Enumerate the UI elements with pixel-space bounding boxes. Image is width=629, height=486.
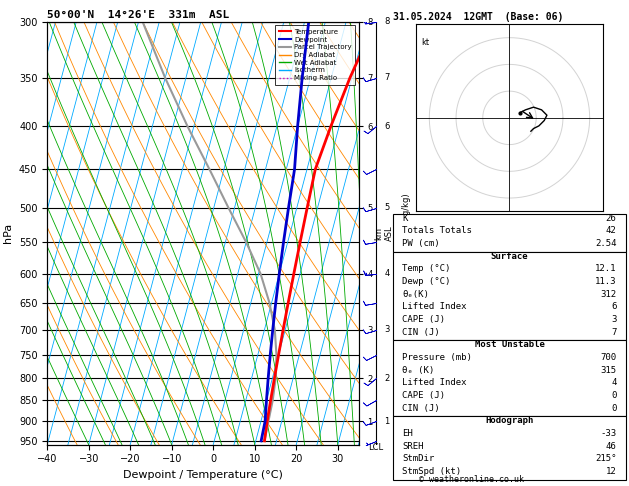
Text: kt: kt [421,38,430,47]
Text: Hodograph: Hodograph [486,417,533,425]
Text: 2: 2 [384,374,389,383]
Text: Most Unstable: Most Unstable [474,340,545,349]
Text: 215°: 215° [595,454,616,463]
Text: θₑ(K): θₑ(K) [403,290,430,299]
Text: 7: 7 [384,73,390,83]
Text: 4: 4 [611,378,616,387]
Text: 3: 3 [384,325,390,334]
Text: PW (cm): PW (cm) [403,239,440,248]
Text: 50°00'N  14°26'E  331m  ASL: 50°00'N 14°26'E 331m ASL [47,10,230,20]
Text: © weatheronline.co.uk: © weatheronline.co.uk [420,474,524,484]
Text: 700: 700 [601,353,616,362]
FancyBboxPatch shape [393,252,626,340]
Text: Lifted Index: Lifted Index [403,302,467,312]
Text: 2.54: 2.54 [595,239,616,248]
Y-axis label: km
ASL: km ASL [374,226,394,241]
Text: SREH: SREH [403,442,424,451]
Text: 1: 1 [384,417,389,426]
Text: Temp (°C): Temp (°C) [403,264,451,274]
Text: LCL: LCL [368,443,384,452]
Text: 31.05.2024  12GMT  (Base: 06): 31.05.2024 12GMT (Base: 06) [393,12,564,22]
Text: θₑ (K): θₑ (K) [403,365,435,375]
Text: 0: 0 [611,391,616,400]
Text: 0: 0 [611,404,616,413]
Text: 12: 12 [606,467,616,476]
Text: 5: 5 [384,203,389,212]
Text: -33: -33 [601,429,616,438]
Text: 4: 4 [384,269,389,278]
X-axis label: Dewpoint / Temperature (°C): Dewpoint / Temperature (°C) [123,470,283,480]
Text: 7: 7 [611,328,616,337]
Text: 12.1: 12.1 [595,264,616,274]
Text: 6: 6 [384,122,390,131]
Legend: Temperature, Dewpoint, Parcel Trajectory, Dry Adiabat, Wet Adiabat, Isotherm, Mi: Temperature, Dewpoint, Parcel Trajectory… [276,25,355,85]
Text: 26: 26 [606,214,616,223]
Text: Dewp (°C): Dewp (°C) [403,277,451,286]
Text: CAPE (J): CAPE (J) [403,315,445,324]
Text: Pressure (mb): Pressure (mb) [403,353,472,362]
Text: StmDir: StmDir [403,454,435,463]
Text: EH: EH [403,429,413,438]
Text: 3: 3 [611,315,616,324]
Text: Lifted Index: Lifted Index [403,378,467,387]
Text: 6: 6 [611,302,616,312]
Text: 315: 315 [601,365,616,375]
Text: Totals Totals: Totals Totals [403,226,472,235]
FancyBboxPatch shape [393,340,626,417]
Text: 8: 8 [384,17,390,26]
Text: 312: 312 [601,290,616,299]
Y-axis label: hPa: hPa [3,223,13,243]
Text: Surface: Surface [491,252,528,261]
Text: 46: 46 [606,442,616,451]
Text: CIN (J): CIN (J) [403,404,440,413]
FancyBboxPatch shape [393,214,626,252]
Text: K: K [403,214,408,223]
Text: 11.3: 11.3 [595,277,616,286]
Text: Mixing Ratio (g/kg): Mixing Ratio (g/kg) [402,193,411,273]
Text: CAPE (J): CAPE (J) [403,391,445,400]
Text: StmSpd (kt): StmSpd (kt) [403,467,462,476]
Text: 42: 42 [606,226,616,235]
FancyBboxPatch shape [393,417,626,480]
Text: CIN (J): CIN (J) [403,328,440,337]
